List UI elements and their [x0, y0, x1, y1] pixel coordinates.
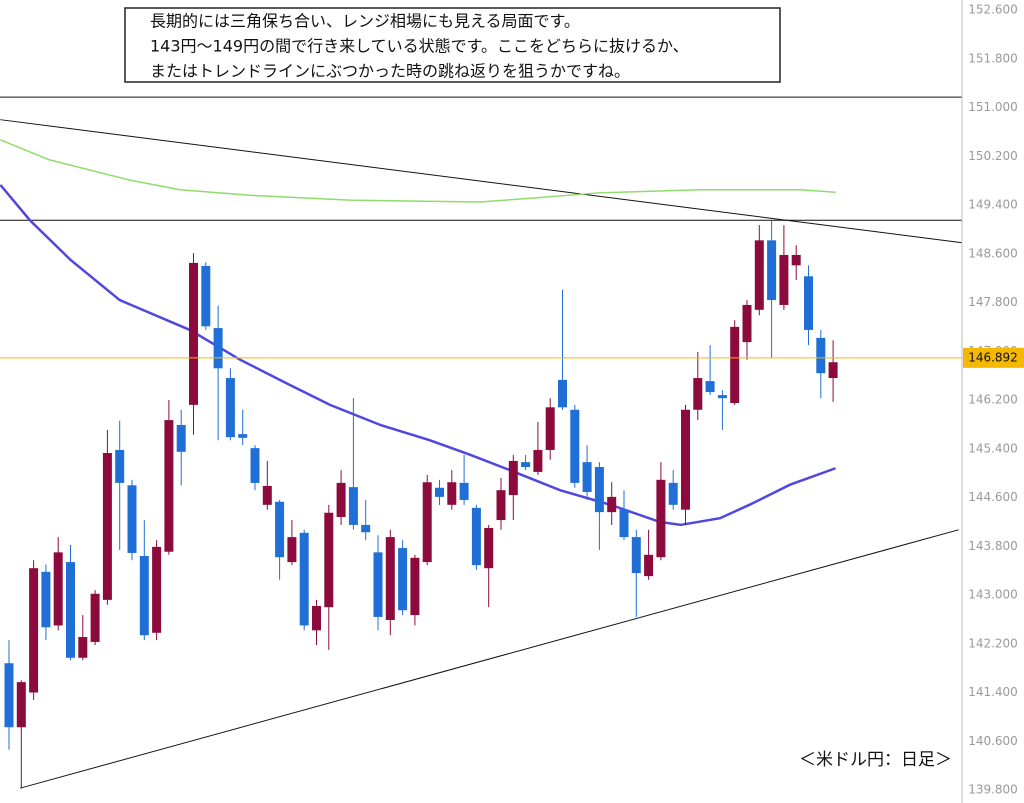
candle-body [90, 593, 100, 642]
y-tick-label: 148.600 [968, 246, 1018, 260]
candle-body [398, 548, 408, 611]
candle-body [717, 395, 727, 399]
candle-body [189, 262, 198, 405]
candle-body [779, 254, 789, 305]
candle-body [78, 637, 88, 658]
candle-body [115, 449, 125, 483]
candle-body [619, 509, 629, 538]
candle-body [139, 556, 149, 636]
y-tick-label: 140.600 [968, 734, 1018, 748]
y-tick-label: 144.600 [968, 490, 1018, 504]
candle-body [373, 552, 383, 617]
candle-body [102, 453, 112, 600]
candle-body [508, 460, 518, 496]
annotation-line: またはトレンドラインにぶつかった時の跳ね返りを狙うかですね。 [150, 62, 630, 81]
candle-body [287, 537, 297, 563]
candle-body [828, 362, 838, 379]
candle-body [570, 409, 580, 483]
candle-body [754, 240, 764, 310]
candle-body [4, 663, 14, 728]
candle-body [361, 524, 371, 533]
y-tick-label: 141.400 [968, 685, 1018, 699]
current-price-tag [963, 347, 1024, 368]
candle-body [767, 240, 777, 301]
candle-body [730, 326, 740, 404]
candle-body [201, 265, 211, 327]
candle-body [66, 562, 75, 658]
candle-body [459, 482, 469, 500]
y-tick-label: 152.600 [968, 3, 1018, 17]
candle-body [804, 276, 813, 330]
y-tick-label: 143.800 [968, 539, 1018, 553]
moving-average [0, 139, 836, 203]
candle-body [681, 409, 690, 510]
candle-body [496, 490, 506, 521]
candle-body [607, 496, 617, 513]
candle-body [705, 381, 715, 393]
candle-body [791, 254, 801, 266]
candle-body [29, 568, 39, 693]
candle-body [558, 379, 567, 408]
candle-body [299, 532, 309, 626]
y-tick-label: 143.000 [968, 588, 1018, 602]
candle-body [336, 482, 346, 517]
y-tick-label: 151.000 [968, 100, 1018, 114]
annotation-box [124, 7, 781, 83]
candle-body [410, 557, 420, 616]
annotation-line: 長期的には三角保ち合い、レンジ相場にも見える局面です。 [150, 12, 580, 31]
y-tick-label: 142.200 [968, 636, 1018, 650]
candle-body [668, 482, 678, 505]
y-tick-label: 147.800 [968, 295, 1018, 309]
candle-body [312, 605, 321, 631]
candle-body [471, 507, 481, 566]
candle-body [693, 378, 703, 410]
candle-body [631, 537, 641, 574]
candle-body [324, 512, 334, 608]
candle-body [152, 546, 162, 633]
candle-body [594, 467, 604, 513]
candle-body [447, 482, 457, 505]
candle-body [742, 304, 752, 343]
candle-body [385, 537, 395, 620]
candle-body [213, 328, 223, 369]
moving-average [0, 184, 836, 527]
candle-body [41, 571, 51, 628]
candle-body [521, 462, 531, 468]
candle-body [16, 682, 26, 728]
y-tick-label: 151.800 [968, 51, 1018, 65]
current-price-label: 146.892 [968, 350, 1018, 364]
trendline [19, 529, 959, 789]
candle-body [164, 420, 174, 552]
y-tick-label: 149.400 [968, 198, 1018, 212]
y-tick-label: 139.800 [968, 783, 1018, 797]
candle-body [484, 527, 494, 569]
annotation-line: 143円～149円の間で行き来している状態です。ここをどちらに抜けるか、 [150, 37, 689, 56]
candle-body [582, 462, 592, 493]
candle-body [127, 485, 137, 553]
candle-body [250, 448, 260, 483]
y-tick-label: 150.200 [968, 149, 1018, 163]
candle-body [533, 449, 543, 472]
candle-body [656, 479, 666, 558]
candle-body [53, 552, 63, 626]
y-tick-label: 146.200 [968, 393, 1018, 407]
candle-body [816, 337, 826, 374]
candle-body [348, 487, 358, 525]
caption: ＜米ドル円：日足＞ [799, 750, 952, 770]
candle-body [225, 378, 235, 438]
candle-body [422, 482, 432, 563]
candle-body [238, 434, 248, 438]
candle-body [435, 487, 444, 497]
candle-body [275, 501, 285, 558]
trendline [0, 119, 963, 244]
candle-body [545, 407, 555, 450]
candle-body [644, 554, 654, 577]
y-tick-label: 145.400 [968, 441, 1018, 455]
candle-body [176, 424, 186, 452]
candle-body [262, 485, 272, 505]
